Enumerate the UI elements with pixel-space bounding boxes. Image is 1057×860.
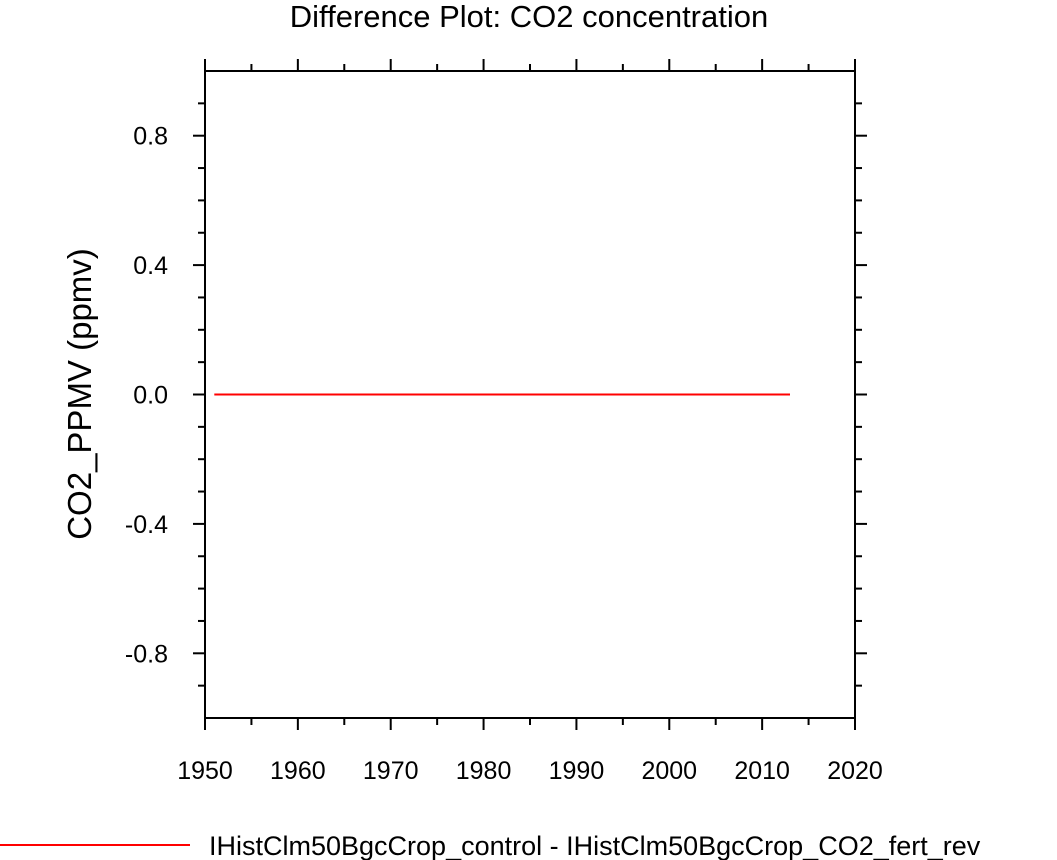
y-tick-label: -0.8 [125,640,168,668]
x-tick-label: 1980 [456,757,512,785]
axis-ticks [193,59,867,730]
legend: IHistClm50BgcCrop_control - IHistClm50Bg… [0,831,981,860]
x-tick-label: 2020 [827,757,883,785]
x-tick-label: 1950 [177,757,233,785]
y-tick-label: 0.4 [133,252,168,280]
y-tick-label: 0.0 [133,382,168,410]
x-tick-label: 1990 [549,757,605,785]
x-tick-label: 2000 [641,757,697,785]
axis-tick-labels: 1950 1960 1970 1980 1990 2000 2010 2020 0.8 0.4 0.… [125,123,883,785]
y-axis-label: CO2_PPMV (ppmv) [61,248,98,540]
x-tick-label: 1960 [270,757,326,785]
chart-title: Difference Plot: CO2 concentration [290,0,768,34]
legend-label: IHistClm50BgcCrop_control - IHistClm50Bg… [209,831,981,860]
y-tick-label: 0.8 [133,123,168,151]
y-tick-label: -0.4 [125,511,168,539]
x-tick-label: 2010 [734,757,790,785]
x-tick-label: 1970 [363,757,419,785]
